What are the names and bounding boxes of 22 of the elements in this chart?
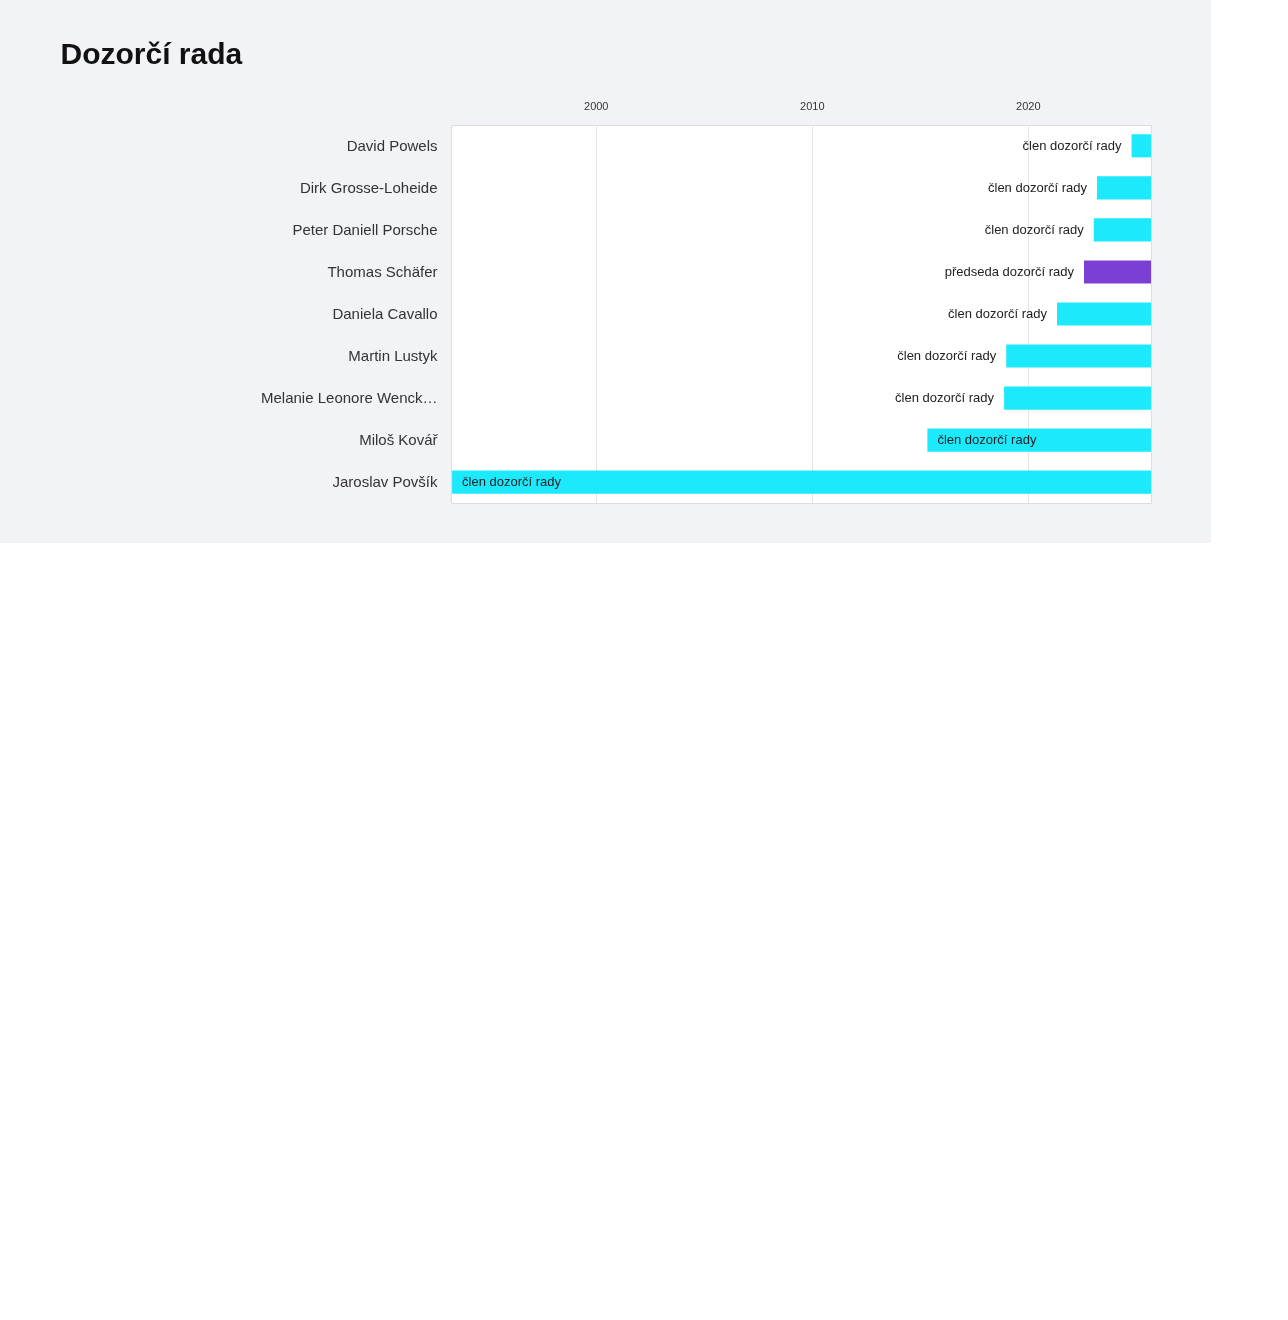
data-label: člen dozorčí rady (1022, 137, 1123, 153)
y-tick-label: Dirk Grosse-Loheide (299, 178, 438, 196)
x-tick-label: 2010 (800, 99, 825, 112)
data-label: člen dozorčí rady (987, 179, 1088, 195)
x-tick-label: 2000 (584, 99, 609, 112)
y-tick-label: Miloš Kovář (359, 431, 439, 449)
text: Dozorčí rada (60, 37, 243, 70)
data-label: člen dozorčí rady (948, 306, 1048, 321)
data-label: člen dozorčí rady (462, 474, 562, 490)
x-tick-label: 2020 (1016, 99, 1041, 112)
y-tick-label: Jaroslav Povšík (332, 473, 438, 491)
data-label: člen dozorčí rady (984, 221, 1085, 237)
y-tick-label: Thomas Schäfer (327, 262, 438, 280)
data-label: člen dozorčí rady (937, 432, 1037, 448)
y-tick-label: David Powels (346, 136, 438, 154)
data-label: člen dozorčí rady (897, 348, 997, 364)
y-tick-label: Daniela Cavallo (332, 305, 438, 322)
y-tick-label: Peter Daniell Porsche (292, 220, 438, 238)
data-label: člen dozorčí rady (895, 390, 995, 406)
y-tick-label: Melanie Leonore Wenck… (261, 389, 438, 407)
data-label: předseda dozorčí rady (944, 263, 1075, 279)
y-tick-label: Martin Lustyk (348, 347, 438, 365)
